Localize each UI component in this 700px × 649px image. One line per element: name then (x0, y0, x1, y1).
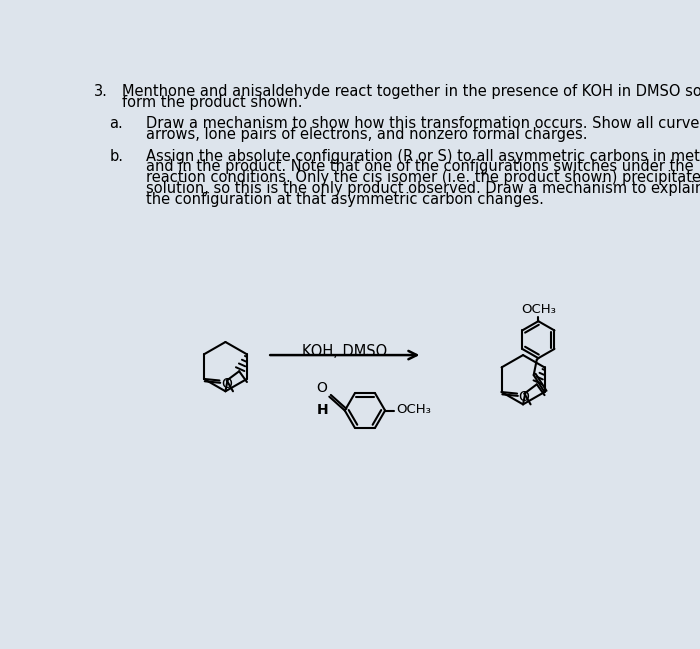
Text: Draw a mechanism to show how this transformation occurs. Show all curved: Draw a mechanism to show how this transf… (146, 116, 700, 131)
Text: Assign the absolute configuration (R or S) to all asymmetric carbons in methone: Assign the absolute configuration (R or … (146, 149, 700, 164)
Text: and in the product. Note that one of the configurations switches under the: and in the product. Note that one of the… (146, 160, 693, 175)
Text: O: O (519, 390, 529, 404)
Text: arrows, lone pairs of electrons, and nonzero formal charges.: arrows, lone pairs of electrons, and non… (146, 127, 587, 142)
Text: b.: b. (109, 149, 123, 164)
Text: O: O (316, 381, 327, 395)
Text: OCH₃: OCH₃ (396, 403, 430, 416)
Text: H: H (316, 403, 328, 417)
Text: KOH, DMSO: KOH, DMSO (302, 345, 387, 360)
Text: form the product shown.: form the product shown. (122, 95, 303, 110)
Text: O: O (221, 376, 232, 391)
Text: 3.: 3. (94, 84, 108, 99)
Text: a.: a. (109, 116, 123, 131)
Text: reaction conditions. Only the cis isomer (i.e. the product shown) precipitates f: reaction conditions. Only the cis isomer… (146, 170, 700, 185)
Text: Menthone and anisaldehyde react together in the presence of KOH in DMSO solvent : Menthone and anisaldehyde react together… (122, 84, 700, 99)
Text: OCH₃: OCH₃ (521, 303, 556, 316)
Text: solution, so this is the only product observed. Draw a mechanism to explain how: solution, so this is the only product ob… (146, 181, 700, 196)
Text: the configuration at that asymmetric carbon changes.: the configuration at that asymmetric car… (146, 192, 543, 207)
